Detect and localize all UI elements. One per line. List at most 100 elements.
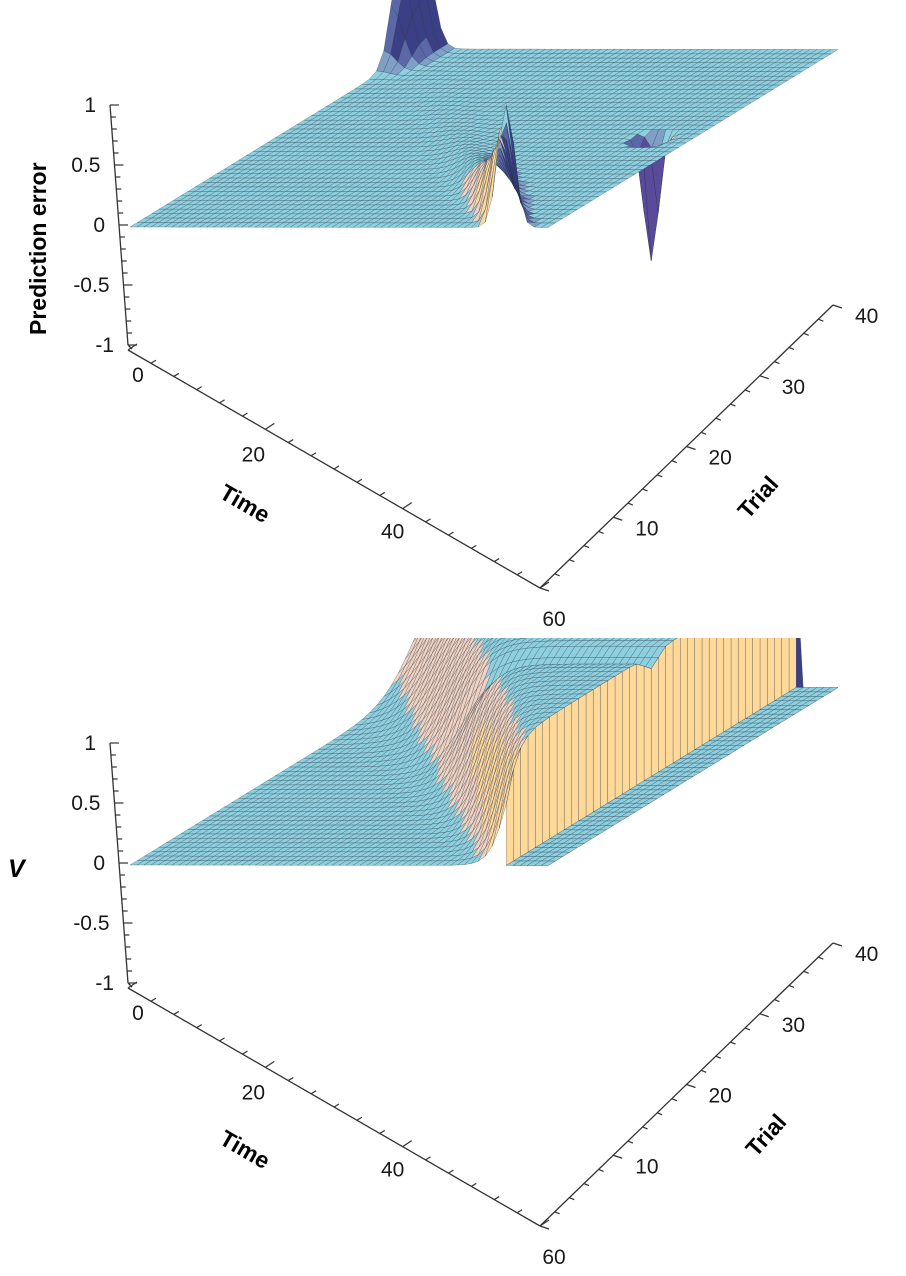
value-drop-wall (701, 638, 710, 746)
y-minor-tick (818, 318, 824, 322)
x-minor-tick (287, 439, 294, 444)
value-drop-wall (766, 638, 775, 706)
surface-facet (540, 222, 557, 228)
z-tick-label: 1 (84, 94, 96, 117)
surface-mesh (129, 0, 839, 261)
x-minor-tick (493, 558, 500, 563)
value-drop-wall (534, 721, 543, 848)
x-minor-tick (448, 531, 454, 536)
value-drop-wall (759, 638, 768, 711)
x-minor-tick (425, 518, 431, 523)
y-tick (686, 445, 696, 451)
y-tick (539, 587, 550, 592)
value-drop-wall (708, 638, 717, 742)
value-drop-wall (745, 638, 753, 720)
surface-facet (452, 638, 455, 640)
x-minor-tick (150, 359, 157, 364)
prediction-error-surface-plot: 1 0.5 0 -0.5 -1 0 20 40 60 10 20 30 40 Prediction er… (25, 0, 878, 631)
x-minor-tick (356, 478, 363, 483)
panel-value: 1 0.5 0 -0.5 -1 0 20 40 60 10 20 30 40 V Time Trial (0, 638, 906, 1276)
z-tick-label: -1 (95, 334, 114, 357)
value-drop-wall (650, 656, 659, 777)
x-minor-tick (379, 491, 386, 496)
surface-mesh (129, 638, 839, 866)
y-minor-tick (774, 361, 780, 365)
value-drop-wall (781, 638, 790, 697)
value-drop-wall (658, 645, 666, 773)
value-drop-wall (571, 698, 579, 826)
value-drop-wall (527, 727, 536, 853)
y-tick (613, 516, 623, 521)
y-minor-tick (627, 502, 634, 506)
y-minor-tick (744, 389, 751, 393)
value-drop-wall (752, 638, 761, 715)
value-drop-wall (694, 638, 703, 751)
value-drop-wall (621, 667, 630, 795)
z-tick-label: -0.5 (73, 274, 109, 297)
y-minor-tick (730, 403, 736, 407)
x-tick (127, 343, 138, 351)
y-tick-label: 20 (709, 447, 732, 470)
value-drop-wall (520, 734, 529, 857)
y-tick-label: 10 (635, 517, 658, 540)
value-drop-wall (643, 665, 652, 782)
value-drop-wall (592, 684, 601, 813)
value-drop-wall (614, 671, 623, 800)
x-minor-tick (173, 372, 180, 377)
y-minor-tick (554, 573, 560, 577)
x-minor-tick (516, 571, 523, 576)
y-tick (759, 375, 769, 380)
value-drop-wall (578, 693, 587, 822)
x-minor-tick (310, 452, 317, 457)
tick-labels: 1 0.5 0 -0.5 -1 0 20 40 60 10 20 30 40 (71, 94, 878, 631)
y-minor-tick (583, 544, 590, 549)
x-tick-label: 60 (542, 608, 565, 631)
y-minor-tick (656, 474, 663, 478)
y-minor-tick (598, 530, 604, 534)
value-drop-wall (607, 675, 616, 804)
value-drop-wall (730, 638, 739, 728)
y-minor-tick (569, 559, 575, 563)
x-minor-tick (242, 412, 248, 417)
x-tick (402, 502, 412, 510)
x-minor-tick (196, 386, 202, 391)
value-drop-wall (679, 638, 688, 759)
y-minor-tick (788, 346, 795, 351)
value-drop-wall (600, 680, 608, 809)
value-drop-wall (636, 663, 645, 786)
y-minor-tick (671, 460, 678, 464)
z-tick-label: 0 (93, 214, 105, 237)
value-drop-wall (774, 638, 782, 702)
value-drop-wall (542, 716, 550, 844)
z-axis-title: Prediction error (25, 162, 51, 335)
y-minor-tick (715, 417, 722, 421)
x-axis-title: Time (216, 479, 275, 528)
value-drop-wall (788, 638, 797, 693)
x-tick-label: 0 (132, 364, 144, 387)
value-drop-wall (716, 638, 724, 737)
x-tick (265, 422, 275, 430)
value-drop-wall (665, 640, 674, 768)
y-minor-tick (803, 332, 809, 336)
value-drop-wall (672, 638, 681, 764)
y-minor-tick (700, 431, 707, 435)
x-tick-label: 20 (242, 443, 265, 466)
value-drop-wall (737, 638, 746, 724)
y-tick-label: 30 (782, 376, 805, 399)
value-drop-wall (723, 638, 732, 733)
value-drop-wall (556, 707, 565, 835)
value-drop-wall (629, 663, 637, 791)
y-axis-title: Trial (732, 471, 783, 524)
value-drop-wall (549, 711, 558, 840)
y-tick (832, 304, 843, 309)
x-minor-tick (333, 465, 340, 470)
panel-prediction-error: 1 0.5 0 -0.5 -1 0 20 40 60 10 20 30 40 Prediction er… (25, 0, 878, 631)
x-minor-tick (471, 544, 477, 549)
x-tick-label: 40 (381, 521, 404, 544)
y-tick-label: 40 (855, 305, 878, 328)
value-drop-wall (563, 702, 572, 831)
axes (109, 104, 843, 592)
value-drop-wall (585, 689, 594, 817)
value-drop-wall (687, 638, 695, 755)
